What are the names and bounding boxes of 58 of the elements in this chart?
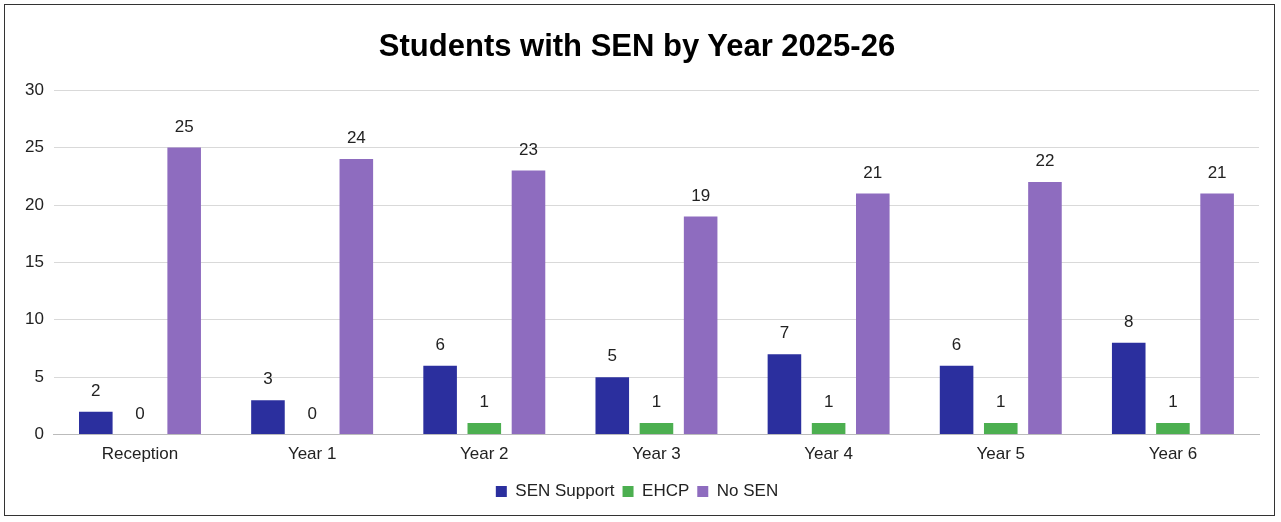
y-tick-label: 20 [24,194,44,214]
data-label: 21 [1207,162,1227,182]
bar [639,423,674,435]
data-label: 24 [346,128,366,148]
data-label: 0 [135,403,145,423]
data-label: 22 [1035,151,1055,171]
bar [423,365,457,435]
legend-label: No SEN [716,481,779,501]
y-tick-label: 0 [34,424,44,444]
data-label: 5 [607,346,617,366]
bar [339,159,374,435]
legend-label: SEN Support [515,481,615,501]
legend-label: EHCP [642,481,690,501]
bar [79,411,113,435]
bar [467,423,502,435]
chart-title: Students with SEN by Year 2025-26 [378,28,896,64]
bar [983,423,1018,435]
bar [511,170,546,435]
bar [939,365,974,435]
bar [683,216,718,435]
data-label: 6 [951,334,962,354]
y-tick-label: 5 [34,366,44,386]
x-tick-label: Year 1 [287,444,337,464]
x-tick-label: Reception [101,444,179,464]
x-tick-label: Year 3 [632,444,681,464]
data-label: 7 [779,323,790,343]
data-label: 2 [91,380,101,400]
bar [811,423,846,435]
x-tick-label: Year 4 [804,444,853,464]
x-tick-label: Year 6 [1148,444,1198,464]
data-label: 19 [691,185,711,205]
y-tick-label: 25 [24,137,44,157]
data-label: 1 [996,392,1006,412]
bar [1200,193,1234,435]
bar [251,400,285,435]
bar [167,147,201,435]
data-label: 0 [307,403,317,423]
x-tick-label: Year 2 [460,444,509,464]
data-label: 3 [263,369,273,389]
y-tick-label: 10 [24,309,44,329]
bar [1111,342,1146,435]
x-tick-label: Year 5 [976,444,1026,464]
bar [595,377,630,435]
bar [1156,423,1190,435]
data-label: 25 [174,116,194,136]
y-tick-label: 30 [24,79,44,99]
data-label: 8 [1124,311,1134,331]
bar [767,354,802,435]
data-label: 1 [651,392,662,412]
y-tick-label: 15 [24,252,44,272]
bar [856,193,890,435]
data-label: 21 [863,162,883,182]
data-label: 1 [479,392,490,412]
data-label: 6 [435,334,445,354]
bar [1028,182,1062,435]
data-label: 1 [1168,392,1178,412]
data-label: 23 [519,139,538,159]
data-label: 1 [823,392,834,412]
